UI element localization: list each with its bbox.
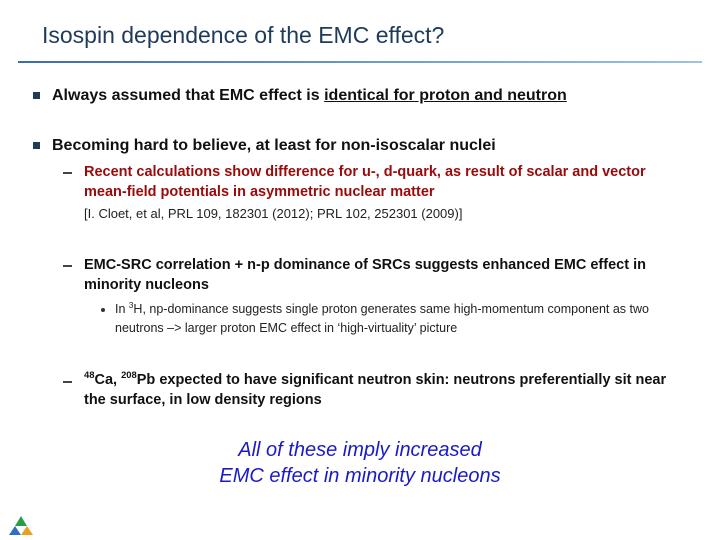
detail: In 3H, np-dominance suggests single prot… <box>115 300 685 338</box>
dash-marker <box>63 172 72 174</box>
subitem: EMC-SRC correlation + n-p dominance of S… <box>84 257 646 293</box>
superscript: 3 <box>128 300 134 310</box>
dash-marker <box>63 265 72 267</box>
bullet-marker <box>33 142 40 149</box>
conclusion: All of these imply increased EMC effect i… <box>160 437 560 489</box>
dot-marker <box>101 308 105 312</box>
bullet: Becoming hard to believe, at least for n… <box>52 137 496 154</box>
subitem-text: Pb expected to have significant neutron … <box>84 372 667 408</box>
conclusion-line: All of these imply increased <box>238 439 482 461</box>
dash-marker <box>63 381 72 383</box>
bullet-marker <box>33 92 40 99</box>
logo <box>9 516 33 535</box>
superscript: 208 <box>121 369 137 381</box>
detail-text: In <box>115 302 129 316</box>
subitem-text: Ca, <box>94 372 122 388</box>
slide-title: Isospin dependence of the EMC effect? <box>42 22 445 48</box>
superscript: 48 <box>84 369 95 381</box>
reference: [I. Cloet, et al, PRL 109, 182301 (2012)… <box>84 206 463 221</box>
detail-text: H, np-dominance suggests single proton g… <box>115 302 649 335</box>
bullet: Always assumed that EMC effect is identi… <box>52 86 567 106</box>
title-rule <box>18 61 702 63</box>
subitem: 48Ca, 208Pb expected to have significant… <box>84 370 684 410</box>
subitem: Recent calculations show difference for … <box>84 164 646 200</box>
bullet-text: Always assumed that EMC effect is <box>52 87 325 104</box>
conclusion-line: EMC effect in minority nucleons <box>219 465 501 487</box>
bullet-underlined: identical for proton and neutron <box>324 87 567 104</box>
